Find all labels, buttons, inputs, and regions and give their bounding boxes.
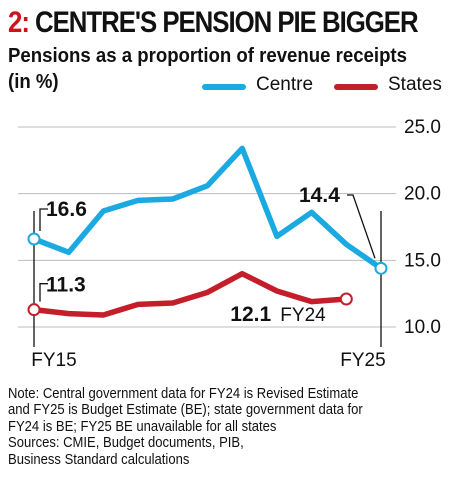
data-label-centre-fy25: 14.4 — [299, 184, 340, 207]
sources-line: Sources: CMIE, Budget documents, PIB, — [8, 435, 244, 452]
callout-line — [347, 194, 376, 259]
series-line-states — [31, 270, 350, 318]
y-tick-label: 20.0 — [404, 184, 441, 205]
data-label-states-fy24-year: FY24 — [280, 305, 326, 326]
note-line: Note: Central government data for FY24 i… — [8, 386, 359, 402]
legend-centre: Centre — [202, 74, 332, 96]
headline-number: 2: — [8, 6, 30, 39]
legend-states: States — [334, 74, 458, 96]
y-tick-label: 10.0 — [404, 317, 441, 338]
callout-line — [39, 208, 48, 231]
note-line: and FY25 is Budget Estimate (BE); state … — [8, 402, 363, 419]
x-tick-label: FY25 — [340, 350, 385, 371]
series-line-centre — [31, 145, 384, 272]
y-tick-label: 25.0 — [404, 117, 441, 138]
headline: 2: CENTRE'S PENSION PIE BIGGER — [8, 6, 419, 40]
callout-line — [39, 283, 48, 302]
data-label-states-fy15: 11.3 — [46, 274, 86, 297]
endpoint-marker-states — [27, 303, 41, 317]
data-label-states-fy24: 12.1 — [230, 303, 271, 326]
chart-note: Note: Central government data for FY24 i… — [8, 386, 456, 468]
endpoint-marker-centre — [374, 261, 388, 275]
endpoint-marker-states — [339, 292, 353, 306]
chart-subtitle-unit: (in %) — [8, 71, 59, 93]
legend-states-label: States — [388, 74, 442, 95]
legend-centre-label: Centre — [256, 74, 314, 95]
headline-text: CENTRE'S PENSION PIE BIGGER — [35, 6, 419, 39]
x-tick-label: FY15 — [31, 350, 76, 371]
data-label-centre-fy15: 16.6 — [46, 198, 87, 221]
y-tick-label: 15.0 — [404, 250, 441, 271]
endpoint-marker-centre — [27, 232, 41, 246]
chart-subtitle: Pensions as a proportion of revenue rece… — [8, 45, 407, 67]
sources-line: Business Standard calculations — [8, 451, 190, 468]
legend-states-swatch — [334, 84, 378, 90]
legend-centre-swatch — [202, 84, 246, 90]
note-line: FY24 is BE; FY25 BE unavailable for all … — [8, 418, 277, 435]
